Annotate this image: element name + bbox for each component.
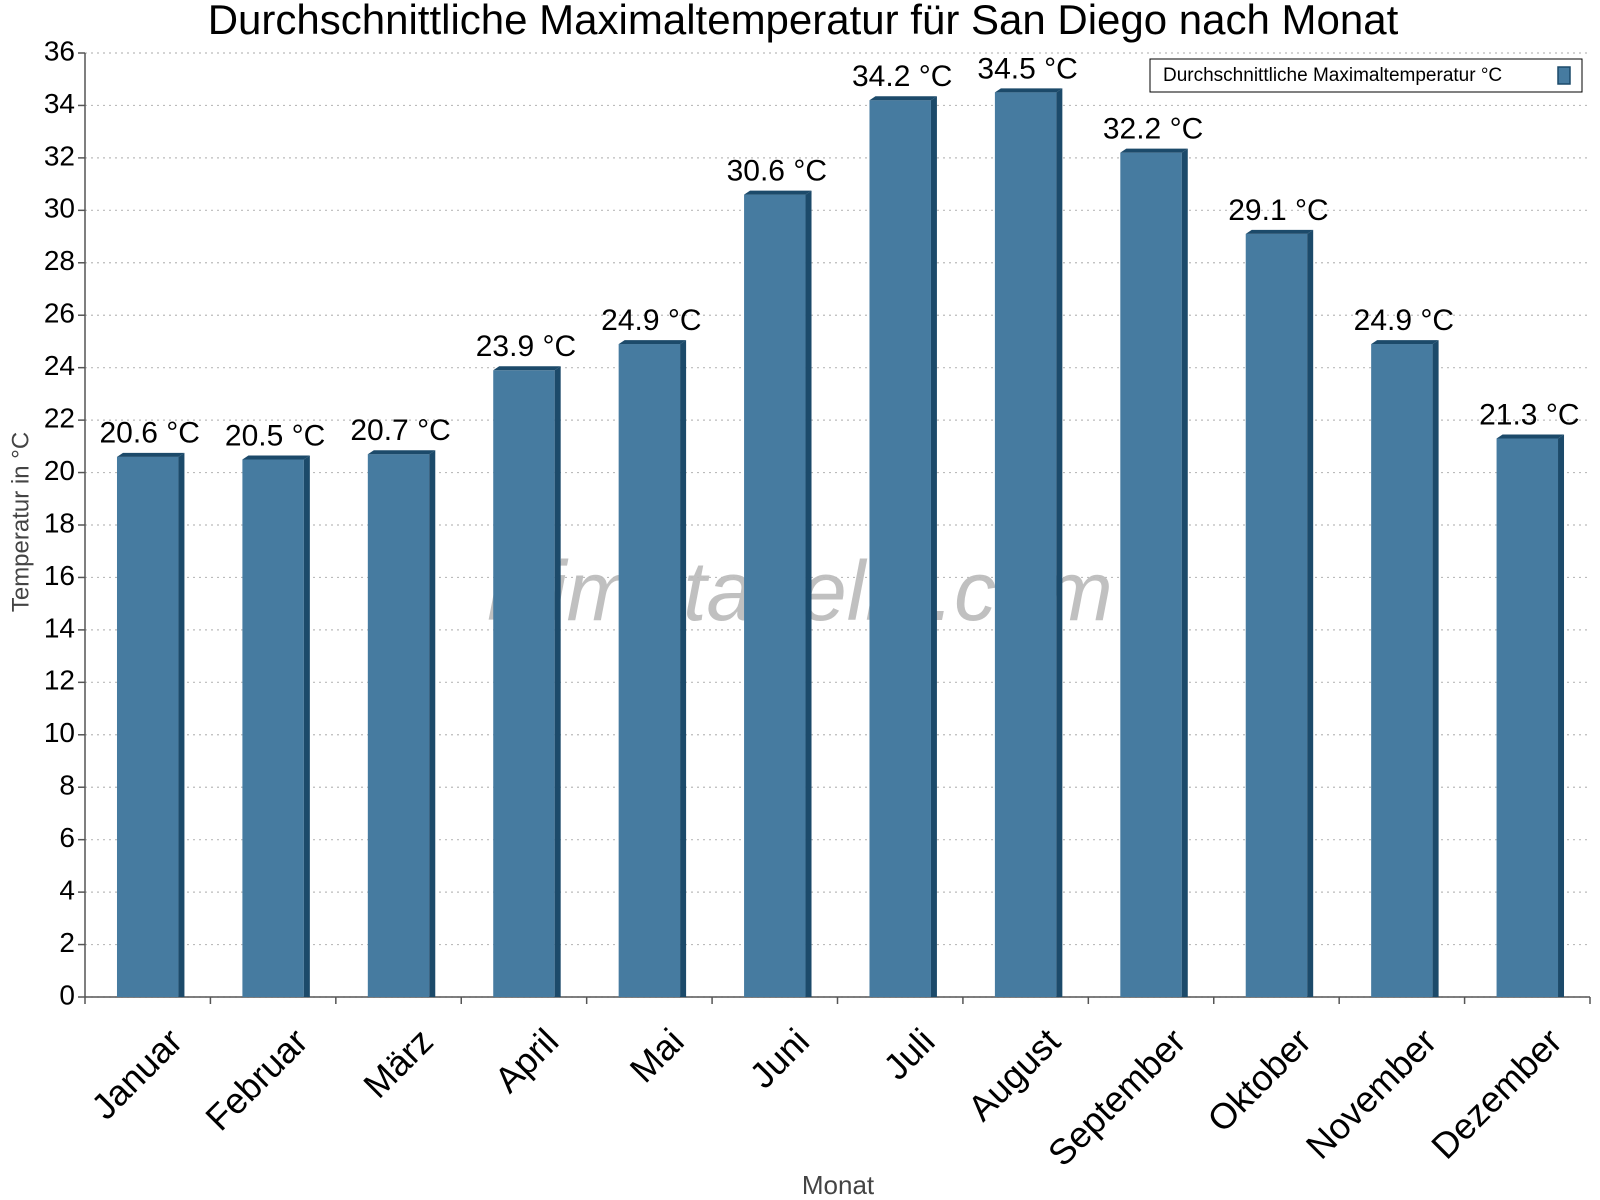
data-label: 24.9 °C [1354,304,1454,337]
bar [242,459,304,997]
bar [493,370,555,997]
bar [1496,438,1559,997]
bar-top [1371,340,1439,345]
chart-title: Durchschnittliche Maximaltemperatur für … [208,0,1399,43]
bar-top [869,96,937,101]
y-tick-label: 0 [59,979,75,1010]
y-tick-label: 18 [44,507,75,538]
legend: Durchschnittliche Maximaltemperatur °C [1149,58,1583,93]
bar [367,454,430,997]
bar-side [554,366,561,997]
x-axis-label: Monat [802,1170,875,1200]
bar-side [805,190,812,998]
bar [994,92,1057,998]
bar-side [1432,340,1439,998]
bar-side [680,340,687,998]
bar-side [303,455,310,997]
data-label: 34.2 °C [852,60,952,93]
data-label: 30.6 °C [727,155,827,188]
y-tick-label: 14 [44,612,75,643]
y-tick-label: 12 [44,665,75,696]
bar-side [1181,148,1188,998]
bar-top [1245,229,1314,234]
legend-swatch [1557,66,1571,85]
data-label: 29.1 °C [1228,194,1328,227]
data-label: 20.5 °C [225,419,325,452]
bar [116,456,179,997]
y-tick-label: 4 [59,875,75,906]
bar-top [994,88,1063,93]
bar-top [367,450,436,455]
y-tick-label: 22 [44,403,75,434]
y-tick-label: 34 [44,88,75,119]
bar-top [1120,148,1188,153]
bar [744,194,806,998]
bar [1245,233,1308,997]
bar-side [429,450,436,997]
bar [1120,152,1182,998]
bar-top [242,455,310,460]
bar-top [493,366,561,371]
bar-side [1558,434,1565,997]
bar-side [930,96,937,997]
y-tick-label: 20 [44,455,75,486]
bar-side [178,452,185,997]
y-tick-label: 2 [59,927,75,958]
legend-box [1149,58,1583,93]
data-label: 20.6 °C [100,417,200,450]
y-tick-label: 28 [44,245,75,276]
bar-side [1056,88,1063,998]
bar-top [1496,434,1565,439]
bar [1371,344,1433,998]
bar-top [116,452,185,457]
data-label: 21.3 °C [1479,398,1579,431]
data-label: 32.2 °C [1103,113,1203,146]
y-tick-label: 24 [44,350,75,381]
data-label: 34.5 °C [977,52,1077,85]
bar-top [618,340,687,345]
data-label: 23.9 °C [476,330,576,363]
bar [618,344,681,998]
y-tick-label: 16 [44,560,75,591]
legend-label: Durchschnittliche Maximaltemperatur °C [1163,65,1502,86]
y-tick-label: 26 [44,298,75,329]
data-label: 20.7 °C [350,414,450,447]
y-tick-label: 8 [59,770,75,801]
y-tick-label: 6 [59,822,75,853]
y-axis-label: Temperatur in °C [7,432,34,612]
data-label: 24.9 °C [601,304,701,337]
y-tick-label: 10 [44,717,75,748]
y-tick-label: 30 [44,193,75,224]
y-tick-label: 32 [44,140,75,171]
bar-side [1307,229,1314,997]
bar-top [744,190,812,195]
y-tick-label: 36 [44,35,75,66]
bar [869,100,931,997]
